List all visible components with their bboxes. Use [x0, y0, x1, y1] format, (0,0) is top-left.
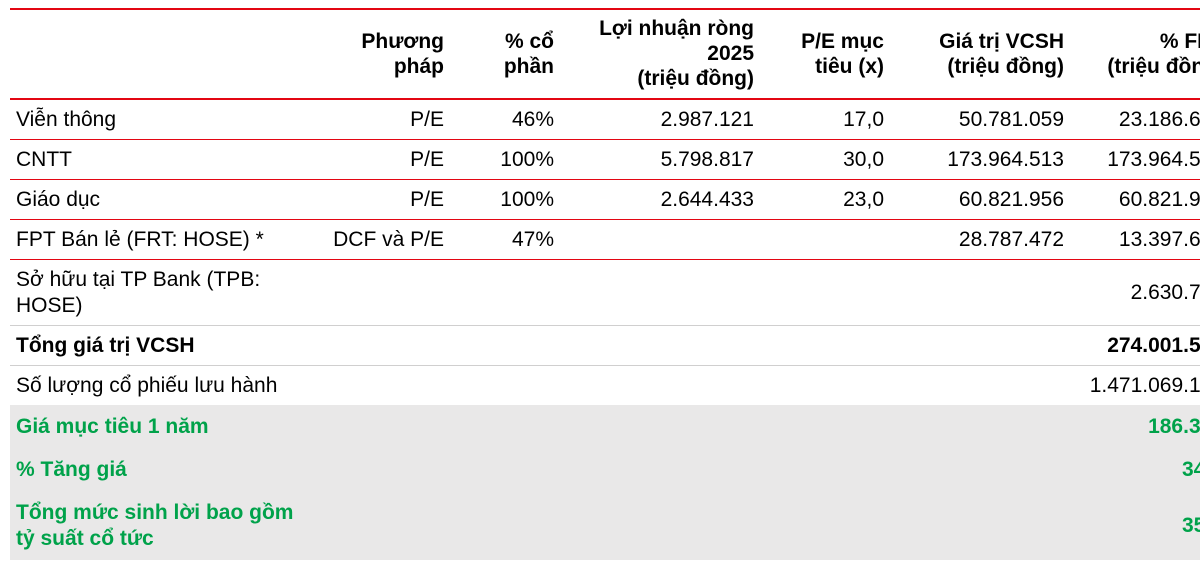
cell: [890, 325, 1070, 365]
cell: [310, 491, 450, 559]
table-row: CNTTP/E100%5.798.81730,0173.964.513173.9…: [10, 139, 1200, 179]
cell: [760, 325, 890, 365]
table-row: FPT Bán lẻ (FRT: HOSE) *DCF và P/E47% 28.…: [10, 220, 1200, 260]
cell: [450, 491, 560, 559]
cell: [890, 260, 1070, 325]
cell: [310, 448, 450, 491]
row-label: Giá mục tiêu 1 năm: [10, 405, 310, 448]
row-label: Số lượng cổ phiếu lưu hành: [10, 365, 310, 405]
cell: 100%: [450, 179, 560, 219]
cell: 30,0: [760, 139, 890, 179]
table-header: Phươngpháp% cổphầnLợi nhuận ròng2025(tri…: [10, 9, 1200, 99]
col-header: % cổphần: [450, 9, 560, 99]
col-header: P/E mụctiêu (x): [760, 9, 890, 99]
table-row: Giá mục tiêu 1 năm 186.300: [10, 405, 1200, 448]
cell: [560, 405, 760, 448]
table-row: Tổng giá trị VCSH 274.001.534: [10, 325, 1200, 365]
cell: 5.798.817: [560, 139, 760, 179]
cell: [760, 448, 890, 491]
cell: [890, 365, 1070, 405]
cell: [450, 365, 560, 405]
cell: [760, 260, 890, 325]
cell: 2.644.433: [560, 179, 760, 219]
cell: [560, 491, 760, 559]
cell: [760, 365, 890, 405]
cell: 60.821.956: [1070, 179, 1200, 219]
cell: [310, 260, 450, 325]
cell: [560, 448, 760, 491]
row-label: FPT Bán lẻ (FRT: HOSE) *: [10, 220, 310, 260]
table-row: Viễn thôngP/E46%2.987.12117,050.781.0592…: [10, 99, 1200, 140]
col-header: % FPT(triệu đồng): [1070, 9, 1200, 99]
cell: [760, 220, 890, 260]
cell: P/E: [310, 139, 450, 179]
cell: 23,0: [760, 179, 890, 219]
cell: [450, 325, 560, 365]
cell: [890, 405, 1070, 448]
cell: 2.987.121: [560, 99, 760, 140]
table-row: Sở hữu tại TP Bank (TPB: HOSE) 2.630.745: [10, 260, 1200, 325]
cell: [890, 448, 1070, 491]
cell: 60.821.956: [890, 179, 1070, 219]
cell: 46%: [450, 99, 560, 140]
cell: 50.781.059: [890, 99, 1070, 140]
table-row: Tổng mức sinh lời bao gồm tỷ suất cổ tức…: [10, 491, 1200, 559]
cell: [560, 365, 760, 405]
cell: [310, 325, 450, 365]
cell: [890, 491, 1070, 559]
cell: [560, 260, 760, 325]
cell: 173.964.513: [890, 139, 1070, 179]
cell: [450, 448, 560, 491]
cell: 23.186.631: [1070, 99, 1200, 140]
row-label: Tổng mức sinh lời bao gồm tỷ suất cổ tức: [10, 491, 310, 559]
col-header-blank: [10, 9, 310, 99]
row-label: Sở hữu tại TP Bank (TPB: HOSE): [10, 260, 310, 325]
row-label: CNTT: [10, 139, 310, 179]
table-row: % Tăng giá 34%: [10, 448, 1200, 491]
table-body: Viễn thôngP/E46%2.987.12117,050.781.0592…: [10, 99, 1200, 560]
cell: 2.630.745: [1070, 260, 1200, 325]
cell: 274.001.534: [1070, 325, 1200, 365]
cell: [310, 365, 450, 405]
cell: P/E: [310, 99, 450, 140]
cell: 186.300: [1070, 405, 1200, 448]
cell: [450, 405, 560, 448]
cell: [560, 220, 760, 260]
cell: [760, 491, 890, 559]
col-header: Phươngpháp: [310, 9, 450, 99]
col-header: Lợi nhuận ròng2025(triệu đồng): [560, 9, 760, 99]
row-label: Tổng giá trị VCSH: [10, 325, 310, 365]
cell: 173.964.513: [1070, 139, 1200, 179]
cell: 13.397.689: [1070, 220, 1200, 260]
row-label: Viễn thông: [10, 99, 310, 140]
cell: DCF và P/E: [310, 220, 450, 260]
cell: 100%: [450, 139, 560, 179]
table-row: Giáo dụcP/E100%2.644.43323,060.821.95660…: [10, 179, 1200, 219]
cell: 47%: [450, 220, 560, 260]
cell: 28.787.472: [890, 220, 1070, 260]
cell: [560, 325, 760, 365]
cell: 1.471.069.183: [1070, 365, 1200, 405]
cell: 35%: [1070, 491, 1200, 559]
cell: [450, 260, 560, 325]
valuation-table: Phươngpháp% cổphầnLợi nhuận ròng2025(tri…: [10, 8, 1200, 560]
cell: [310, 405, 450, 448]
col-header: Giá trị VCSH(triệu đồng): [890, 9, 1070, 99]
cell: 34%: [1070, 448, 1200, 491]
cell: P/E: [310, 179, 450, 219]
table-row: Số lượng cổ phiếu lưu hành 1.471.069.183: [10, 365, 1200, 405]
cell: 17,0: [760, 99, 890, 140]
row-label: % Tăng giá: [10, 448, 310, 491]
cell: [760, 405, 890, 448]
row-label: Giáo dục: [10, 179, 310, 219]
